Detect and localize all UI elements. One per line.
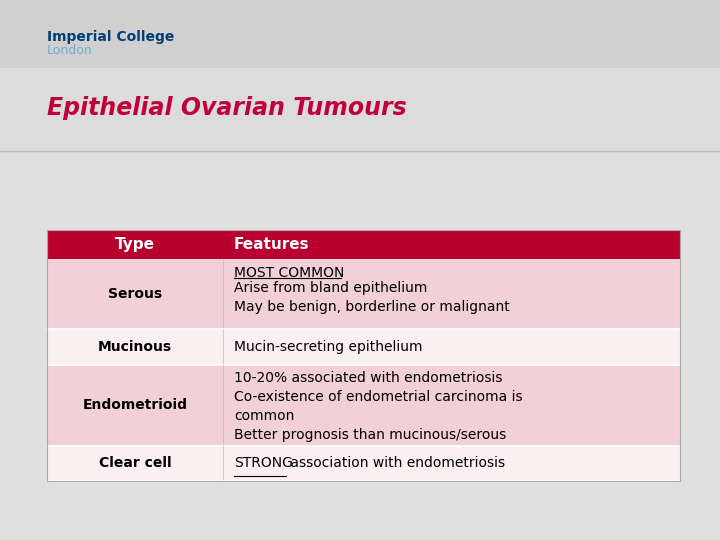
Text: Serous: Serous xyxy=(108,287,162,301)
Text: Epithelial Ovarian Tumours: Epithelial Ovarian Tumours xyxy=(47,96,407,120)
FancyBboxPatch shape xyxy=(47,329,680,364)
FancyBboxPatch shape xyxy=(0,68,720,151)
Text: London: London xyxy=(47,44,93,57)
FancyBboxPatch shape xyxy=(47,446,680,481)
Text: MOST COMMON: MOST COMMON xyxy=(234,266,344,280)
Text: STRONG: STRONG xyxy=(234,456,293,470)
Text: Type: Type xyxy=(115,237,155,252)
Text: Endometrioid: Endometrioid xyxy=(83,398,187,412)
FancyBboxPatch shape xyxy=(0,0,720,68)
Text: Clear cell: Clear cell xyxy=(99,456,171,470)
Text: Arise from bland epithelium
May be benign, borderline or malignant: Arise from bland epithelium May be benig… xyxy=(234,281,510,314)
Text: 10-20% associated with endometriosis
Co-existence of endometrial carcinoma is
co: 10-20% associated with endometriosis Co-… xyxy=(234,371,523,442)
Text: Features: Features xyxy=(234,237,310,252)
Text: association with endometriosis: association with endometriosis xyxy=(286,456,505,470)
Text: Mucin-secreting epithelium: Mucin-secreting epithelium xyxy=(234,340,423,354)
Text: Mucinous: Mucinous xyxy=(98,340,172,354)
Text: Imperial College: Imperial College xyxy=(47,30,174,44)
FancyBboxPatch shape xyxy=(47,259,680,329)
FancyBboxPatch shape xyxy=(47,364,680,445)
FancyBboxPatch shape xyxy=(47,230,680,259)
